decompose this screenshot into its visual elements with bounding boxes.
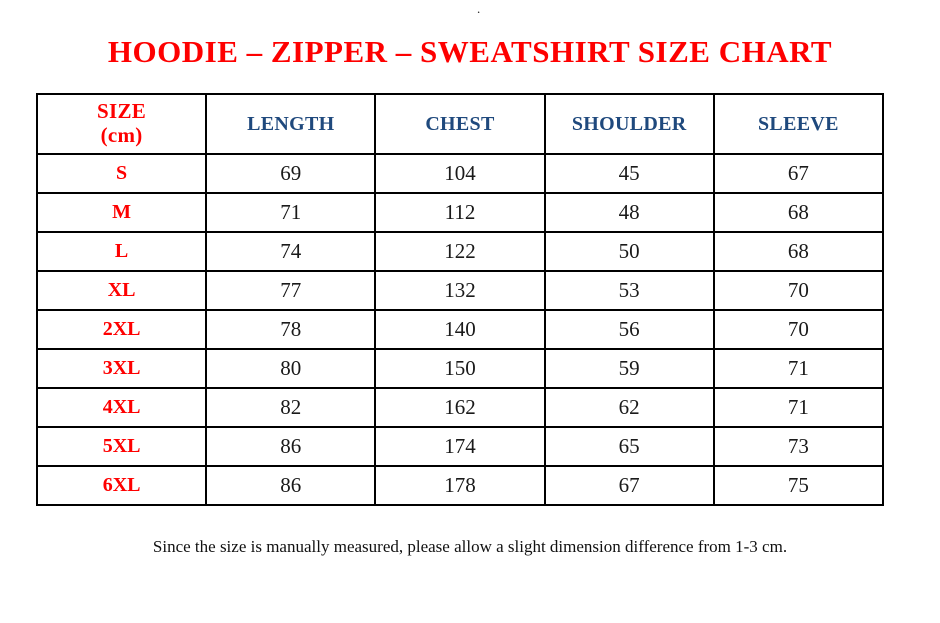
- shoulder-value-cell: 48: [543, 192, 715, 233]
- length-value-cell: 74: [205, 231, 377, 272]
- header-size-line2: (cm): [100, 123, 143, 147]
- sleeve-value-cell: 70: [712, 309, 885, 350]
- header-size-line1: SIZE: [97, 99, 147, 124]
- chest-value-cell: 140: [374, 309, 546, 350]
- header-shoulder: SHOULDER: [543, 93, 715, 155]
- header-sleeve: SLEEVE: [712, 93, 885, 155]
- chest-value-cell: 132: [374, 270, 546, 311]
- length-value-cell: 77: [205, 270, 377, 311]
- table-row: 5XL 86 174 65 73: [35, 426, 885, 467]
- table-row: XL 77 132 53 70: [35, 270, 885, 311]
- header-chest: CHEST: [374, 93, 546, 155]
- shoulder-value-cell: 62: [543, 387, 715, 428]
- size-label-cell: M: [35, 192, 208, 233]
- page-title: HOODIE – ZIPPER – SWEATSHIRT SIZE CHART: [107, 34, 833, 69]
- size-chart-table: SIZE (cm) LENGTH CHEST SHOULDER SLEEVE S…: [35, 93, 885, 506]
- table-row: 3XL 80 150 59 71: [35, 348, 885, 389]
- size-label-cell: 5XL: [35, 426, 208, 467]
- sleeve-value-cell: 71: [712, 387, 885, 428]
- size-label-cell: L: [35, 231, 208, 272]
- shoulder-value-cell: 67: [543, 465, 715, 506]
- shoulder-value-cell: 59: [543, 348, 715, 389]
- sleeve-value-cell: 68: [712, 192, 885, 233]
- sleeve-value-cell: 67: [712, 153, 885, 194]
- chest-value-cell: 104: [374, 153, 546, 194]
- table-header: SIZE (cm) LENGTH CHEST SHOULDER SLEEVE: [35, 93, 885, 155]
- table-body: S 69 104 45 67 M 71 112 48 68 L 74 122 50 68 XL 77 132 53 7…: [35, 153, 885, 506]
- sleeve-value-cell: 71: [712, 348, 885, 389]
- footnote: Since the size is manually measured, ple…: [152, 537, 788, 556]
- shoulder-value-cell: 45: [543, 153, 715, 194]
- table-row: 2XL 78 140 56 70: [35, 309, 885, 350]
- header-length: LENGTH: [205, 93, 377, 155]
- table-row: S 69 104 45 67: [35, 153, 885, 194]
- sleeve-value-cell: 68: [712, 231, 885, 272]
- length-value-cell: 78: [205, 309, 377, 350]
- length-value-cell: 80: [205, 348, 377, 389]
- length-value-cell: 82: [205, 387, 377, 428]
- table-row: 6XL 86 178 67 75: [35, 465, 885, 506]
- table-row: 4XL 82 162 62 71: [35, 387, 885, 428]
- size-label-cell: 3XL: [35, 348, 208, 389]
- shoulder-value-cell: 50: [543, 231, 715, 272]
- size-label-cell: 4XL: [35, 387, 208, 428]
- size-label-cell: XL: [35, 270, 208, 311]
- shoulder-value-cell: 56: [543, 309, 715, 350]
- chest-value-cell: 150: [374, 348, 546, 389]
- shoulder-value-cell: 65: [543, 426, 715, 467]
- chest-value-cell: 178: [374, 465, 546, 506]
- header-size-cm: SIZE (cm): [35, 93, 208, 155]
- table-row: L 74 122 50 68: [35, 231, 885, 272]
- chest-value-cell: 112: [374, 192, 546, 233]
- chest-value-cell: 174: [374, 426, 546, 467]
- size-label-cell: 6XL: [35, 465, 208, 506]
- header-row: SIZE (cm) LENGTH CHEST SHOULDER SLEEVE: [35, 93, 885, 155]
- table-row: M 71 112 48 68: [35, 192, 885, 233]
- stray-dot-mark: .: [477, 1, 481, 16]
- length-value-cell: 69: [205, 153, 377, 194]
- length-value-cell: 71: [205, 192, 377, 233]
- chest-value-cell: 122: [374, 231, 546, 272]
- length-value-cell: 86: [205, 426, 377, 467]
- size-label-cell: 2XL: [35, 309, 208, 350]
- sleeve-value-cell: 70: [712, 270, 885, 311]
- size-label-cell: S: [35, 153, 208, 194]
- chest-value-cell: 162: [374, 387, 546, 428]
- sleeve-value-cell: 75: [712, 465, 885, 506]
- shoulder-value-cell: 53: [543, 270, 715, 311]
- sleeve-value-cell: 73: [712, 426, 885, 467]
- length-value-cell: 86: [205, 465, 377, 506]
